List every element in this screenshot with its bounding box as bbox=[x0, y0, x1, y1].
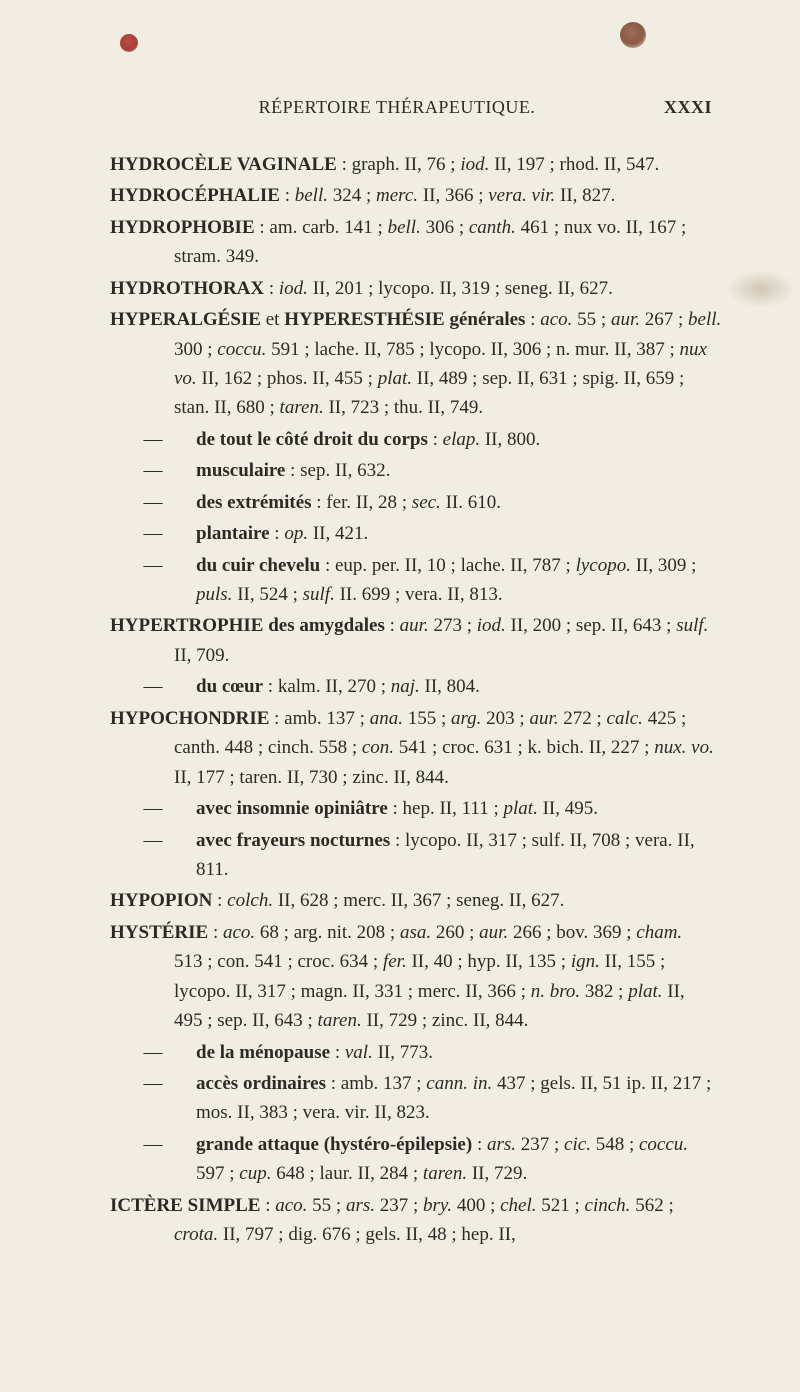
dash-icon: — bbox=[110, 1130, 196, 1189]
sub-body: des extrémités : fer. II, 28 ; sec. II. … bbox=[196, 488, 722, 517]
sub-label: du cœur bbox=[196, 676, 263, 697]
sub-menopause: — de la ménopause : val. II, 773. bbox=[110, 1038, 722, 1067]
sub-body: musculaire : sep. II, 632. bbox=[196, 456, 722, 485]
entry-hyperalgesie: HYPERALGÉSIE et HYPERESTHÉSIE générales … bbox=[110, 305, 722, 423]
entry-hydrocephalie: HYDROCÉPHALIE : bell. 324 ; merc. II, 36… bbox=[110, 181, 722, 210]
dash-icon: — bbox=[110, 826, 196, 885]
entry-term: HYSTÉRIE bbox=[110, 922, 208, 943]
sub-body: accès ordinaires : amb. 137 ; cann. in. … bbox=[196, 1069, 722, 1128]
sub-musculaire: — musculaire : sep. II, 632. bbox=[110, 456, 722, 485]
running-head-page-number: XXXI bbox=[664, 94, 712, 122]
entry-hydrothorax: HYDROTHORAX : iod. II, 201 ; lycopo. II,… bbox=[110, 274, 722, 303]
sub-cuir-chevelu: — du cuir chevelu : eup. per. II, 10 ; l… bbox=[110, 551, 722, 610]
sub-grande-attaque: — grande attaque (hystéro-épilepsie) : a… bbox=[110, 1130, 722, 1189]
entry-term: HYDROCÈLE VAGINALE bbox=[110, 154, 337, 175]
sub-label: de tout le côté droit du corps bbox=[196, 429, 428, 450]
sub-body: plantaire : op. II, 421. bbox=[196, 519, 722, 548]
sub-extremites: — des extrémités : fer. II, 28 ; sec. II… bbox=[110, 488, 722, 517]
sub-label: grande attaque (hystéro-épilepsie) bbox=[196, 1134, 472, 1155]
sub-label: avec insomnie opiniâtre bbox=[196, 798, 388, 819]
dash-icon: — bbox=[110, 519, 196, 548]
dash-icon: — bbox=[110, 456, 196, 485]
sub-text: : val. II, 773. bbox=[330, 1042, 433, 1063]
sub-label: avec frayeurs nocturnes bbox=[196, 830, 390, 851]
running-head-center: RÉPERTOIRE THÉRAPEUTIQUE. bbox=[259, 94, 536, 122]
paper-stain-left bbox=[120, 34, 138, 52]
entry-hypochondrie: HYPOCHONDRIE : amb. 137 ; ana. 155 ; arg… bbox=[110, 704, 722, 792]
entry-body: : aco. 68 ; arg. nit. 208 ; asa. 260 ; a… bbox=[174, 922, 685, 1031]
entry-term: HYDROPHOBIE bbox=[110, 217, 255, 238]
dash-icon: — bbox=[110, 1069, 196, 1128]
entry-conj: et bbox=[261, 309, 284, 330]
sub-du-coeur: — du cœur : kalm. II, 270 ; naj. II, 804… bbox=[110, 672, 722, 701]
entry-term: HYDROTHORAX bbox=[110, 278, 264, 299]
sub-body: de tout le côté droit du corps : elap. I… bbox=[196, 425, 722, 454]
dash-icon: — bbox=[110, 425, 196, 454]
sub-acces-ordinaires: — accès ordinaires : amb. 137 ; cann. in… bbox=[110, 1069, 722, 1128]
dash-icon: — bbox=[110, 488, 196, 517]
sub-insomnie: — avec insomnie opiniâtre : hep. II, 111… bbox=[110, 794, 722, 823]
sub-body: du cuir chevelu : eup. per. II, 10 ; lac… bbox=[196, 551, 722, 610]
running-head: RÉPERTOIRE THÉRAPEUTIQUE. XXXI bbox=[130, 94, 712, 122]
entry-term: ICTÈRE SIMPLE bbox=[110, 1195, 260, 1216]
entry-term: HYPOCHONDRIE bbox=[110, 708, 269, 729]
sub-label: du cuir chevelu bbox=[196, 555, 320, 576]
sub-plantaire: — plantaire : op. II, 421. bbox=[110, 519, 722, 548]
dash-icon: — bbox=[110, 794, 196, 823]
paper-smudge-right bbox=[726, 270, 796, 308]
paper-stain-right bbox=[620, 22, 646, 48]
sub-text: : kalm. II, 270 ; naj. II, 804. bbox=[263, 676, 480, 697]
sub-cote-droit: — de tout le côté droit du corps : elap.… bbox=[110, 425, 722, 454]
entry-term: HYPOPION bbox=[110, 890, 212, 911]
scanned-page: RÉPERTOIRE THÉRAPEUTIQUE. XXXI HYDROCÈLE… bbox=[0, 0, 800, 1392]
sub-label: accès ordinaires bbox=[196, 1073, 326, 1094]
entry-hydrophobie: HYDROPHOBIE : am. carb. 141 ; bell. 306 … bbox=[110, 213, 722, 272]
sub-label: musculaire bbox=[196, 460, 285, 481]
entry-ictere-simple: ICTÈRE SIMPLE : aco. 55 ; ars. 237 ; bry… bbox=[110, 1191, 722, 1250]
entry-body: : graph. II, 76 ; iod. II, 197 ; rhod. I… bbox=[337, 154, 659, 175]
sub-body: du cœur : kalm. II, 270 ; naj. II, 804. bbox=[196, 672, 722, 701]
entry-term: HYDROCÉPHALIE bbox=[110, 185, 280, 206]
dash-icon: — bbox=[110, 551, 196, 610]
sub-label: des extrémités bbox=[196, 492, 312, 513]
entry-body: : colch. II, 628 ; merc. II, 367 ; seneg… bbox=[212, 890, 564, 911]
sub-text: : hep. II, 111 ; plat. II, 495. bbox=[388, 798, 598, 819]
entry-term: HYPERALGÉSIE bbox=[110, 309, 261, 330]
sub-label: de la ménopause bbox=[196, 1042, 330, 1063]
entry-hypopion: HYPOPION : colch. II, 628 ; merc. II, 36… bbox=[110, 886, 722, 915]
entry-term: HYPERTROPHIE des amygdales bbox=[110, 615, 385, 636]
entry-hypertrophie-amygdales: HYPERTROPHIE des amygdales : aur. 273 ; … bbox=[110, 611, 722, 670]
sub-frayeurs-nocturnes: — avec frayeurs nocturnes : lycopo. II, … bbox=[110, 826, 722, 885]
sub-text: : op. II, 421. bbox=[270, 523, 369, 544]
entry-hysterie: HYSTÉRIE : aco. 68 ; arg. nit. 208 ; asa… bbox=[110, 918, 722, 1036]
sub-label: plantaire bbox=[196, 523, 270, 544]
sub-body: avec frayeurs nocturnes : lycopo. II, 31… bbox=[196, 826, 722, 885]
sub-body: de la ménopause : val. II, 773. bbox=[196, 1038, 722, 1067]
sub-body: grande attaque (hystéro-épilepsie) : ars… bbox=[196, 1130, 722, 1189]
dash-icon: — bbox=[110, 1038, 196, 1067]
sub-text: : sep. II, 632. bbox=[285, 460, 390, 481]
entry-body: : bell. 324 ; merc. II, 366 ; vera. vir.… bbox=[280, 185, 615, 206]
sub-body: avec insomnie opiniâtre : hep. II, 111 ;… bbox=[196, 794, 722, 823]
entry-hydrocele-vaginale: HYDROCÈLE VAGINALE : graph. II, 76 ; iod… bbox=[110, 150, 722, 179]
entry-term-2: HYPERESTHÉSIE générales bbox=[284, 309, 525, 330]
sub-text: : elap. II, 800. bbox=[428, 429, 540, 450]
dash-icon: — bbox=[110, 672, 196, 701]
entry-body: : iod. II, 201 ; lycopo. II, 319 ; seneg… bbox=[264, 278, 613, 299]
sub-text: : fer. II, 28 ; sec. II. 610. bbox=[312, 492, 501, 513]
